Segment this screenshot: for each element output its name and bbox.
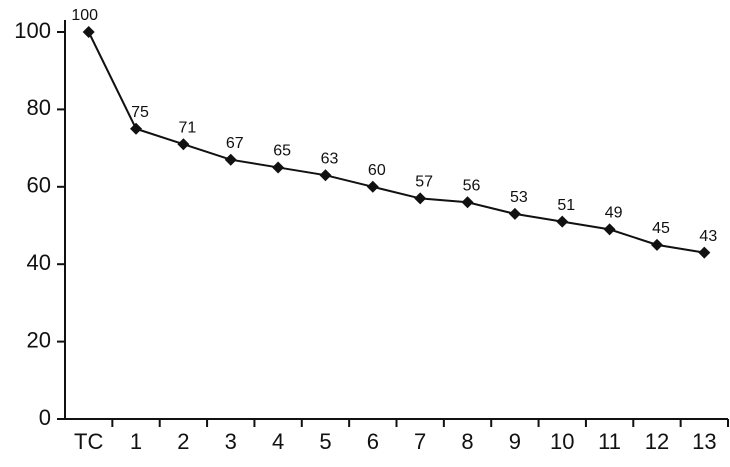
marker [224,153,237,166]
data-label: 56 [463,177,481,194]
marker [556,215,569,228]
data-label: 60 [368,162,386,179]
data-label: 67 [226,135,244,152]
x-tick-label: 8 [461,429,473,454]
marker [272,161,285,174]
y-tick-label: 80 [27,95,51,120]
data-label: 45 [652,220,670,237]
marker [461,196,474,209]
marker [508,207,521,220]
marker [130,122,143,135]
y-tick-label: 0 [39,405,51,430]
marker [698,246,711,259]
x-tick-label: 3 [225,429,237,454]
x-tick-label: 10 [550,429,574,454]
x-tick-label: 12 [645,429,669,454]
x-tick-label: 11 [598,429,621,454]
y-tick-label: 40 [27,250,51,275]
data-label: 100 [71,7,98,24]
marker [414,192,427,205]
data-label: 57 [415,174,433,191]
data-label: 63 [321,150,339,167]
x-tick-label: 5 [319,429,331,454]
marker [650,238,663,251]
x-tick-label: 9 [509,429,521,454]
y-tick-label: 60 [27,173,51,198]
marker [603,223,616,236]
x-tick-label: 4 [272,429,284,454]
line [87,31,705,254]
data-label: 75 [131,104,149,121]
marker [319,169,332,182]
data-label: 71 [178,119,196,136]
data-label: 51 [557,197,575,214]
y-tick-label: 20 [27,327,51,352]
x-tick-label: 2 [177,429,189,454]
x-tick-label: TC [74,429,103,454]
data-label: 53 [510,189,528,206]
data-label: 65 [273,143,291,160]
marker [177,138,190,151]
x-tick-label: 7 [414,429,426,454]
marker [366,180,379,193]
x-tick-label: 6 [367,429,379,454]
marker [82,26,95,38]
x-tick-label: 1 [130,429,142,454]
x-tick-label: 13 [692,429,716,454]
data-label: 49 [605,205,623,222]
y-tick-label: 100 [14,18,51,43]
data-label: 43 [699,228,717,245]
